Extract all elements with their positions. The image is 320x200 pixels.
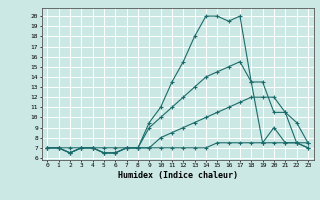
X-axis label: Humidex (Indice chaleur): Humidex (Indice chaleur)	[118, 171, 237, 180]
